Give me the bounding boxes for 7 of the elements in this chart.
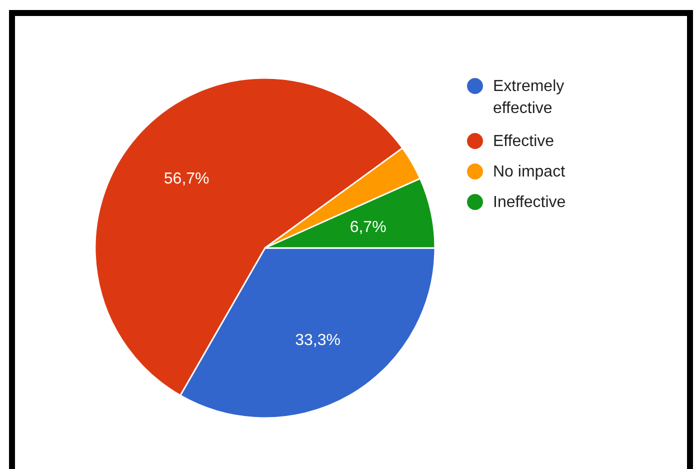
legend-label: No impact xyxy=(493,164,566,180)
legend-label: Ineffective xyxy=(493,194,566,211)
legend-label: Effective xyxy=(493,133,554,150)
data-label: 6,7% xyxy=(350,218,386,236)
data-label: 56,7% xyxy=(164,170,210,188)
legend-label: Extremely effective xyxy=(493,78,564,117)
data-label: 33,3% xyxy=(295,332,340,350)
